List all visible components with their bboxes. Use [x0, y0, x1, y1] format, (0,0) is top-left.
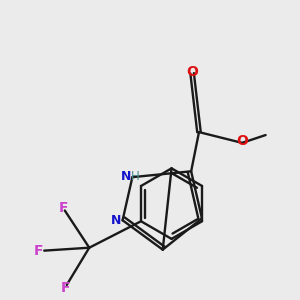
Text: H: H	[131, 170, 140, 183]
Text: N: N	[111, 214, 121, 227]
Text: O: O	[237, 134, 249, 148]
Text: F: F	[34, 244, 44, 258]
Text: O: O	[186, 65, 198, 79]
Text: N: N	[121, 170, 131, 183]
Text: F: F	[58, 200, 68, 214]
Text: F: F	[61, 281, 70, 296]
